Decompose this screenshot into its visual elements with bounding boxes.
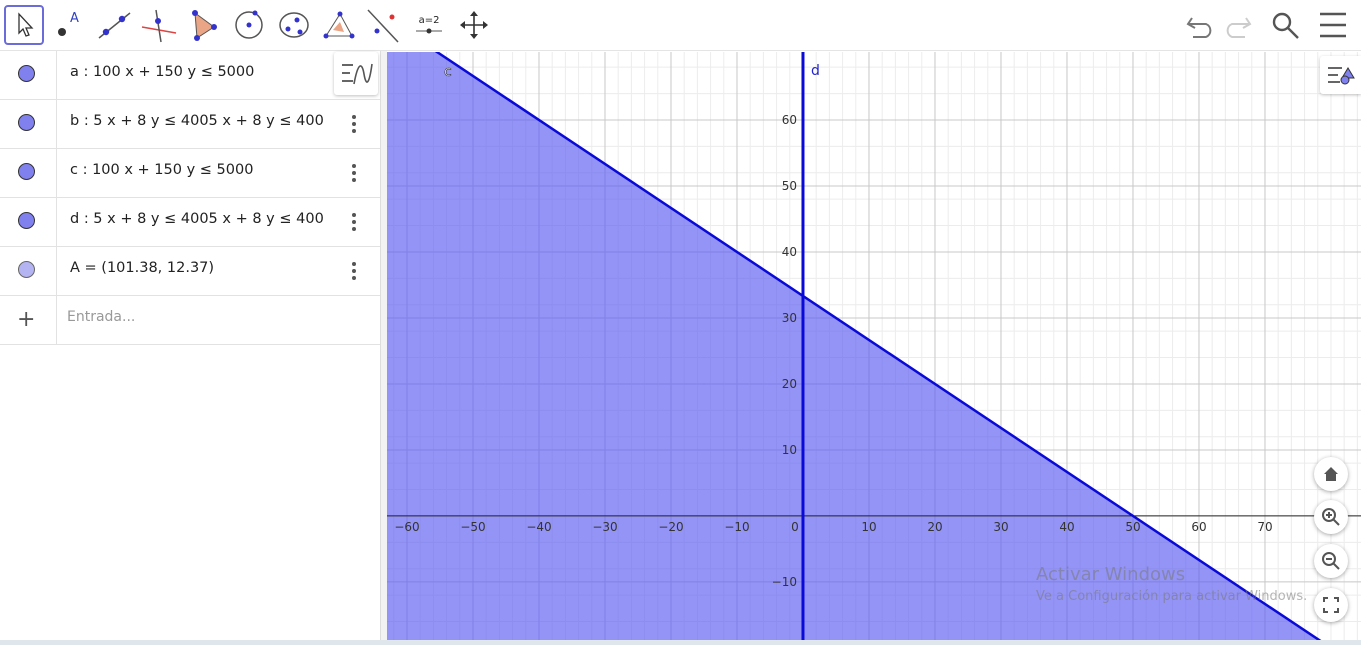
- algebra-row[interactable]: b : 5 x + 8 y ≤ 4005 x + 8 y ≤ 400: [0, 100, 380, 149]
- x-tick-label: −30: [592, 520, 617, 534]
- algebra-text: c : 100 x + 150 y ≤ 5000: [70, 162, 254, 178]
- y-tick-label: 30: [782, 311, 797, 325]
- x-tick-label: 20: [927, 520, 942, 534]
- x-tick-label: 0: [791, 520, 799, 534]
- visibility-toggle[interactable]: [18, 163, 35, 180]
- search-button[interactable]: [1272, 12, 1299, 39]
- tool-point-letter: A: [70, 11, 79, 26]
- x-tick-label: −40: [526, 520, 551, 534]
- half-plane-region: [387, 52, 1320, 640]
- boundary-line-c: [434, 52, 1322, 640]
- y-tick-label: 20: [782, 377, 797, 391]
- visibility-toggle[interactable]: [18, 212, 35, 229]
- algebra-row[interactable]: a : 100 x + 150 y ≤ 5000: [0, 51, 380, 100]
- visibility-toggle[interactable]: [18, 114, 35, 131]
- x-tick-label: 50: [1125, 520, 1140, 534]
- tool-circle[interactable]: [230, 6, 268, 44]
- algebra-text: a : 100 x + 150 y ≤ 5000: [70, 64, 255, 80]
- input-placeholder[interactable]: Entrada...: [67, 309, 136, 325]
- tool-perpendicular[interactable]: [140, 6, 178, 44]
- algebra-view: a : 100 x + 150 y ≤ 5000 b : 5 x + 8 y ≤ …: [0, 51, 381, 640]
- tool-move-view[interactable]: [455, 6, 493, 44]
- algebra-text: d : 5 x + 8 y ≤ 4005 x + 8 y ≤ 400: [70, 211, 324, 227]
- x-tick-label: −20: [658, 520, 683, 534]
- y-tick-label: 10: [782, 443, 797, 457]
- x-tick-label: 10: [861, 520, 876, 534]
- x-tick-label: 60: [1191, 520, 1206, 534]
- visibility-toggle[interactable]: [18, 261, 35, 278]
- status-strip: [0, 640, 1361, 645]
- row-divider: [56, 296, 57, 344]
- tool-point[interactable]: A: [50, 6, 88, 44]
- arrow-icon: [18, 12, 34, 37]
- more-menu[interactable]: [346, 259, 362, 283]
- row-divider: [56, 100, 57, 148]
- tool-slider-label: a=2: [419, 15, 440, 26]
- home-button[interactable]: [1314, 457, 1348, 491]
- add-button[interactable]: +: [17, 307, 36, 332]
- zoom-out-button[interactable]: [1314, 544, 1348, 578]
- zoom-in-button[interactable]: [1314, 500, 1348, 534]
- style-bar-toggle[interactable]: [1320, 56, 1361, 94]
- algebra-row[interactable]: A = (101.38, 12.37): [0, 247, 380, 296]
- row-divider: [56, 198, 57, 246]
- y-tick-label: 50: [782, 179, 797, 193]
- splitter[interactable]: [381, 51, 387, 640]
- watermark-subtitle: Ve a Configuración para activar Windows.: [1036, 589, 1308, 604]
- x-tick-label: −60: [394, 520, 419, 534]
- algebra-row[interactable]: d : 5 x + 8 y ≤ 4005 x + 8 y ≤ 400: [0, 198, 380, 247]
- redo-button[interactable]: [1226, 17, 1252, 38]
- y-tick-label: 40: [782, 245, 797, 259]
- menu-button[interactable]: [1320, 12, 1346, 38]
- algebra-text: A = (101.38, 12.37): [70, 260, 215, 276]
- x-tick-label: −50: [460, 520, 485, 534]
- visibility-toggle[interactable]: [18, 65, 35, 82]
- algebra-row[interactable]: c : 100 x + 150 y ≤ 5000: [0, 149, 380, 198]
- x-tick-label: 40: [1059, 520, 1074, 534]
- line-label: d: [811, 63, 820, 79]
- watermark-title: Activar Windows: [1036, 564, 1186, 585]
- tool-reflect[interactable]: [365, 6, 403, 44]
- x-tick-label: −10: [724, 520, 749, 534]
- row-divider: [56, 51, 57, 99]
- tool-polygon[interactable]: [185, 6, 223, 44]
- x-tick-label: 70: [1257, 520, 1272, 534]
- more-menu[interactable]: [346, 210, 362, 234]
- more-menu[interactable]: [346, 112, 362, 136]
- toolbar: A a=2: [0, 0, 1361, 51]
- algebra-text: b : 5 x + 8 y ≤ 4005 x + 8 y ≤ 400: [70, 113, 324, 129]
- input-row[interactable]: + Entrada...: [0, 296, 380, 345]
- row-divider: [56, 149, 57, 197]
- y-tick-label: 60: [782, 113, 797, 127]
- x-tick-label: 30: [993, 520, 1008, 534]
- tool-slider[interactable]: a=2: [410, 6, 448, 44]
- fullscreen-button[interactable]: [1314, 588, 1348, 622]
- row-divider: [56, 247, 57, 295]
- more-menu[interactable]: [346, 161, 362, 185]
- y-tick-label: −10: [772, 575, 797, 589]
- graphics-view: −60 −50 −40 −30 −20 −10 0 10 20 30 40 50 60 70 −10 10 20…: [387, 52, 1361, 640]
- tool-conic[interactable]: [275, 6, 313, 44]
- line-label: c: [444, 64, 452, 80]
- undo-button[interactable]: [1186, 17, 1212, 38]
- tool-angle[interactable]: [320, 6, 358, 44]
- algebra-style-button[interactable]: [334, 52, 378, 95]
- tool-line[interactable]: [95, 6, 133, 44]
- toolbar-icons: A a=2: [4, 5, 1346, 45]
